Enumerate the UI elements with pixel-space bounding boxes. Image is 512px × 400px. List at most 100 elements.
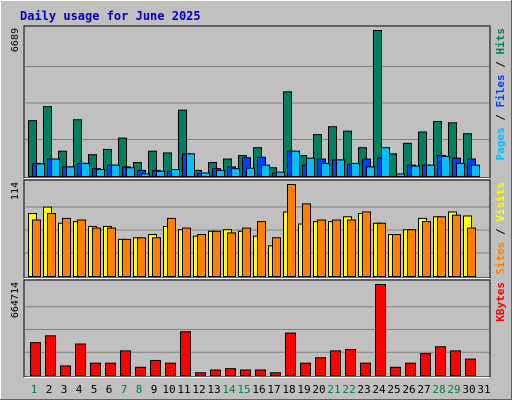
legend-part: Visits [494,182,507,222]
bar-kbytes-day-22 [345,348,356,376]
bar-kbytes-day-15 [240,369,251,376]
bar-kbytes-day-3 [60,365,71,376]
panel-hits: 6689 Pages / Files / Hits [10,25,507,179]
bar-kbytes-day-11 [180,331,191,376]
bar-sites-day-24 [377,222,386,278]
bar-kbytes-day-28 [435,346,446,376]
x-tick-label: 19 [297,383,310,396]
legend-part: / [494,55,507,75]
bar-kbytes-day-13 [210,369,221,376]
bar-sites-day-7 [122,238,131,278]
bar-pages-day-1 [36,163,45,177]
legend-part: / [494,108,507,128]
bar-kbytes-day-24 [375,284,386,376]
x-tick-label: 7 [121,383,128,396]
x-tick-label: 29 [447,383,460,396]
bar-kbytes-day-17 [270,372,281,377]
bar-pages-day-16 [261,164,270,178]
bar-kbytes-day-5 [90,362,101,377]
x-tick-label: 28 [432,383,445,396]
x-tick-label: 23 [357,383,370,396]
bar-kbytes-day-21 [330,350,341,376]
x-tick-label: 21 [327,383,340,396]
bar-sites-day-22 [347,219,356,277]
bar-pages-day-22 [351,162,360,177]
chart-panels: 6689 Pages / Files / Hits 114 Sites / Visit… [10,25,507,378]
legend-visits: Sites / Visits [494,182,507,275]
bar-pages-day-14 [231,168,240,177]
x-tick-label: 2 [46,383,53,396]
bar-kbytes-day-2 [45,335,56,376]
bar-kbytes-day-19 [300,362,311,377]
legend-part: KBytes [494,282,507,322]
bar-pages-day-11 [186,153,195,178]
x-tick-label: 11 [177,383,190,396]
bar-kbytes-day-26 [405,362,416,377]
bar-kbytes-day-6 [105,362,116,377]
x-tick-label: 9 [151,383,158,396]
panel-kbytes: 664714 KBytes [10,279,507,378]
x-tick-label: 5 [91,383,98,396]
x-tick-label: 10 [162,383,175,396]
bar-kbytes-day-16 [255,369,266,376]
bar-kbytes-day-29 [450,350,461,376]
bar-kbytes-day-7 [120,350,131,376]
bar-sites-day-10 [167,217,176,277]
x-tick-label: 4 [76,383,83,396]
x-tick-label: 31 [477,383,490,396]
bar-kbytes-day-14 [225,368,236,376]
bar-sites-day-18 [287,184,296,277]
bar-pages-day-25 [396,173,405,177]
bar-kbytes-day-12 [195,372,206,377]
legend-hits: Pages / Files / Hits [494,28,507,161]
bar-sites-day-9 [152,237,161,277]
bar-sites-day-13 [212,230,221,278]
bar-kbytes-day-4 [75,343,86,377]
bar-sites-day-6 [107,227,116,277]
bar-sites-day-1 [32,219,41,277]
bar-sites-day-8 [137,237,146,277]
bar-kbytes-day-27 [420,353,431,377]
bar-pages-day-12 [201,172,210,178]
x-tick-label: 1 [31,383,38,396]
bar-pages-day-5 [96,169,105,177]
bar-pages-day-24 [381,147,390,178]
legend-part: Files [494,74,507,107]
x-axis-labels: 1 2 3 4 5 6 7 8 9 10 11 12 13 14 15 16 17 18 19 20 21 22 23 24 2… [31,383,491,396]
x-tick-label: 8 [136,383,143,396]
bar-pages-day-17 [276,171,285,178]
bar-sites-day-11 [182,227,191,277]
bar-sites-day-12 [197,234,206,278]
x-tick-label: 17 [267,383,280,396]
bar-sites-day-4 [77,219,86,277]
bar-kbytes-day-23 [360,362,371,377]
chart-title: Daily usage for June 2025 [20,9,201,23]
bar-kbytes-day-25 [390,366,401,377]
bar-pages-day-18 [291,150,300,177]
x-tick-label: 13 [207,383,220,396]
x-tick-label: 6 [106,383,113,396]
bar-sites-day-2 [47,213,56,277]
x-tick-label: 22 [342,383,355,396]
x-tick-label: 14 [222,383,236,396]
x-tick-label: 30 [462,383,475,396]
bar-sites-day-23 [362,211,371,277]
bar-sites-day-28 [437,216,446,277]
bar-sites-day-3 [62,217,71,277]
x-tick-label: 12 [192,383,205,396]
x-tick-label: 16 [252,383,265,396]
panel-visits: 114 Sites / Visits [10,179,507,279]
bar-pages-day-23 [366,166,375,178]
bar-sites-day-17 [272,237,281,277]
y-max-label-visits: 114 [10,182,21,200]
x-tick-label: 26 [402,383,415,396]
bar-kbytes-day-8 [135,366,146,377]
bar-sites-day-26 [407,229,416,277]
bar-hits-day-24 [373,30,382,177]
bar-pages-day-10 [171,169,180,177]
bar-pages-day-3 [66,166,75,178]
legend-part: Pages [494,127,507,160]
bar-kbytes-day-18 [285,332,296,377]
bar-sites-day-29 [452,214,461,278]
bar-kbytes-day-20 [315,357,326,377]
